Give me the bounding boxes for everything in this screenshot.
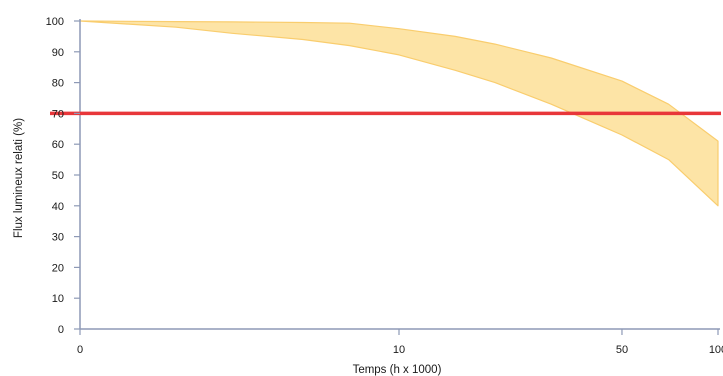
y-tick-label: 40 — [52, 201, 64, 213]
y-tick-label: 10 — [52, 293, 64, 305]
x-tick-label: 0 — [77, 344, 83, 356]
lumen-band — [79, 20, 719, 207]
y-tick-label: 0 — [58, 324, 64, 336]
x-tick-label: 100 — [709, 344, 723, 356]
y-tick-label: 30 — [52, 232, 64, 244]
y-tick-label: 100 — [46, 16, 64, 28]
y-axis-ticks: 0 10 20 30 40 50 60 70 80 90 100 — [46, 16, 80, 336]
y-tick-label: 80 — [52, 78, 64, 90]
y-tick-label: 90 — [52, 47, 64, 59]
x-tick-label: 10 — [393, 344, 405, 356]
x-axis-title: Temps (h x 1000) — [353, 364, 442, 376]
x-tick-label: 50 — [616, 344, 628, 356]
y-tick-label: 60 — [52, 139, 64, 151]
y-axis-title: Flux lumineux relati (%) — [13, 118, 25, 238]
plot-area — [50, 19, 721, 330]
x-axis-ticks: 0 10 50 100 — [77, 329, 723, 356]
y-tick-label: 20 — [52, 262, 64, 274]
y-tick-label: 70 — [52, 108, 64, 120]
y-tick-label: 50 — [52, 170, 64, 182]
